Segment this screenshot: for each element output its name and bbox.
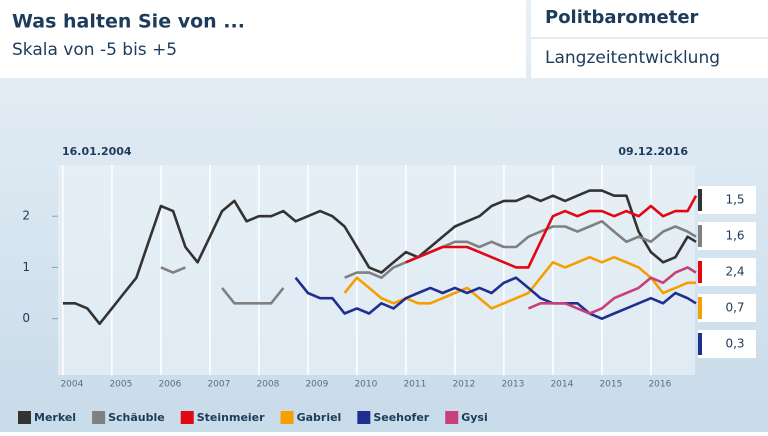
end-value-bar xyxy=(698,225,702,247)
x-tick-label: 2007 xyxy=(207,380,230,390)
end-value-label: 0,3 xyxy=(725,337,744,351)
end-value-bar xyxy=(698,189,702,211)
x-tick-label: 2008 xyxy=(256,380,279,390)
legend-swatch xyxy=(18,411,31,424)
series-line xyxy=(294,276,697,320)
end-value-box xyxy=(698,186,756,214)
legend-swatch xyxy=(92,411,106,424)
end-value-label: 0,7 xyxy=(725,301,744,315)
title: Was halten Sie von ... xyxy=(12,11,245,33)
end-value-box xyxy=(698,330,756,358)
legend-swatch xyxy=(445,411,459,424)
legend-label: Merkel xyxy=(34,411,76,424)
legend-label: Gabriel xyxy=(297,411,342,424)
end-value-box xyxy=(698,294,756,322)
section: Langzeitentwicklung xyxy=(545,48,720,68)
x-tick-label: 2005 xyxy=(109,380,132,390)
end-value-bar xyxy=(698,333,702,355)
x-tick-label: 2015 xyxy=(599,380,622,390)
brand: Politbarometer xyxy=(545,7,699,28)
x-tick-label: 2004 xyxy=(60,380,83,390)
end-value-bar xyxy=(698,297,702,319)
series-line xyxy=(62,189,697,326)
header-left xyxy=(0,0,526,78)
end-value-label: 2,4 xyxy=(725,265,744,279)
end-date: 09.12.2016 xyxy=(618,145,688,158)
end-value-bar xyxy=(698,261,702,283)
end-value-box xyxy=(698,258,756,286)
x-tick-label: 2006 xyxy=(158,380,181,390)
legend-label: Gysi xyxy=(461,411,488,424)
x-tick-label: 2016 xyxy=(648,380,671,390)
x-tick-label: 2011 xyxy=(403,380,426,390)
end-value-label: 1,6 xyxy=(725,229,744,243)
end-value-box xyxy=(698,222,756,250)
legend-label: Schäuble xyxy=(108,411,165,424)
x-tick-label: 2010 xyxy=(354,380,377,390)
y-tick-label: 0 xyxy=(22,311,30,325)
legend-swatch xyxy=(180,411,194,424)
legend-swatch xyxy=(357,411,371,424)
header-right xyxy=(531,0,768,78)
series-line xyxy=(160,220,697,305)
legend-label: Seehofer xyxy=(373,411,429,424)
end-value-label: 1,5 xyxy=(725,193,744,207)
series-line xyxy=(405,195,698,269)
subtitle: Skala von -5 bis +5 xyxy=(12,40,177,60)
start-date: 16.01.2004 xyxy=(62,145,132,158)
series-line xyxy=(527,266,697,315)
x-tick-label: 2009 xyxy=(305,380,328,390)
x-tick-label: 2014 xyxy=(550,380,573,390)
x-tick-label: 2013 xyxy=(501,380,524,390)
y-tick-label: 1 xyxy=(22,260,30,274)
legend-swatch xyxy=(280,411,294,424)
y-tick-label: 2 xyxy=(22,209,30,223)
legend-label: Steinmeier xyxy=(197,411,265,424)
x-tick-label: 2012 xyxy=(452,380,475,390)
